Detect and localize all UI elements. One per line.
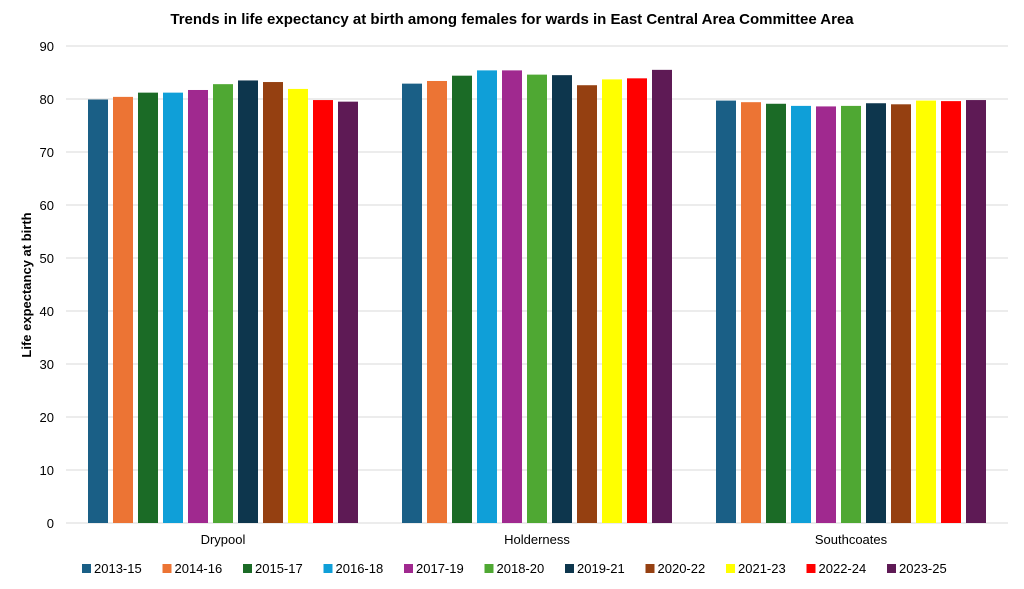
bar-southcoates-2013-15 <box>716 100 736 523</box>
bar-drypool-2015-17 <box>138 92 158 523</box>
y-tick-label: 10 <box>40 463 54 478</box>
bar-southcoates-2022-24 <box>941 101 961 524</box>
bar-holderness-2023-25 <box>652 69 672 523</box>
bar-holderness-2016-18 <box>477 70 497 523</box>
legend-swatch <box>645 564 655 573</box>
y-tick-label: 50 <box>40 251 54 266</box>
legend-swatch <box>484 564 494 573</box>
legend-label: 2018-20 <box>497 561 545 576</box>
y-tick-label: 60 <box>40 198 54 213</box>
chart-title: Trends in life expectancy at birth among… <box>170 11 854 28</box>
legend-label: 2013-15 <box>94 561 142 576</box>
x-tick-label: Holderness <box>504 532 570 547</box>
bar-holderness-2013-15 <box>402 83 422 523</box>
bar-southcoates-2014-16 <box>741 102 761 524</box>
legend-label: 2020-22 <box>658 561 706 576</box>
bars <box>88 69 986 524</box>
legend-label: 2014-16 <box>175 561 223 576</box>
legend-swatch <box>82 564 91 573</box>
y-axis-ticks: 0 10 20 30 40 50 60 70 80 90 <box>40 39 54 531</box>
bar-southcoates-2020-22 <box>891 104 911 524</box>
legend-swatch <box>887 564 896 573</box>
bar-southcoates-2016-18 <box>791 105 811 523</box>
legend: 2013-15 2014-16 2015-17 2016-18 2017-19 2018-… <box>82 561 947 576</box>
y-tick-label: 40 <box>40 304 54 319</box>
bar-holderness-2022-24 <box>627 78 647 523</box>
bar-southcoates-2017-19 <box>816 106 836 524</box>
x-axis-ticks: Drypool Holderness Southcoates <box>201 532 888 547</box>
y-tick-label: 70 <box>40 145 54 160</box>
bar-holderness-2019-21 <box>552 75 572 524</box>
legend-label: 2019-21 <box>577 561 625 576</box>
legend-swatch <box>806 564 816 573</box>
bar-drypool-2018-20 <box>213 84 233 523</box>
legend-label: 2017-19 <box>416 561 464 576</box>
bar-holderness-2020-22 <box>577 85 597 523</box>
bar-holderness-2017-19 <box>502 70 522 523</box>
y-tick-label: 30 <box>40 357 54 372</box>
y-tick-label: 90 <box>40 39 54 54</box>
bar-drypool-2016-18 <box>163 92 183 523</box>
bar-drypool-2019-21 <box>238 80 258 523</box>
legend-swatch <box>726 564 735 573</box>
bar-southcoates-2018-20 <box>841 105 861 523</box>
bar-drypool-2017-19 <box>188 89 208 524</box>
bar-drypool-2014-16 <box>113 96 133 523</box>
bar-holderness-2014-16 <box>427 80 447 523</box>
y-tick-label: 0 <box>47 516 54 531</box>
legend-swatch <box>565 564 574 573</box>
x-tick-label: Drypool <box>201 532 246 547</box>
legend-swatch <box>162 564 172 573</box>
y-tick-label: 80 <box>40 92 54 107</box>
legend-label: 2021-23 <box>738 561 786 576</box>
bar-southcoates-2023-25 <box>966 100 986 523</box>
bar-southcoates-2015-17 <box>766 103 786 524</box>
bar-drypool-2021-23 <box>288 88 308 524</box>
bar-holderness-2015-17 <box>452 75 472 524</box>
bar-drypool-2022-24 <box>313 100 333 523</box>
legend-swatch <box>323 564 333 573</box>
bar-holderness-2018-20 <box>527 74 547 524</box>
bar-drypool-2013-15 <box>88 99 108 523</box>
x-tick-label: Southcoates <box>815 532 888 547</box>
legend-label: 2022-24 <box>819 561 867 576</box>
bar-holderness-2021-23 <box>602 79 622 523</box>
legend-swatch <box>243 564 252 573</box>
legend-label: 2023-25 <box>899 561 947 576</box>
y-tick-label: 20 <box>40 410 54 425</box>
bar-southcoates-2019-21 <box>866 103 886 524</box>
bar-drypool-2023-25 <box>338 101 358 524</box>
bar-southcoates-2021-23 <box>916 100 936 523</box>
legend-label: 2016-18 <box>336 561 384 576</box>
y-axis-label: Life expectancy at birth <box>19 212 34 357</box>
legend-label: 2015-17 <box>255 561 303 576</box>
bar-drypool-2020-22 <box>263 82 283 523</box>
legend-swatch <box>404 564 413 573</box>
